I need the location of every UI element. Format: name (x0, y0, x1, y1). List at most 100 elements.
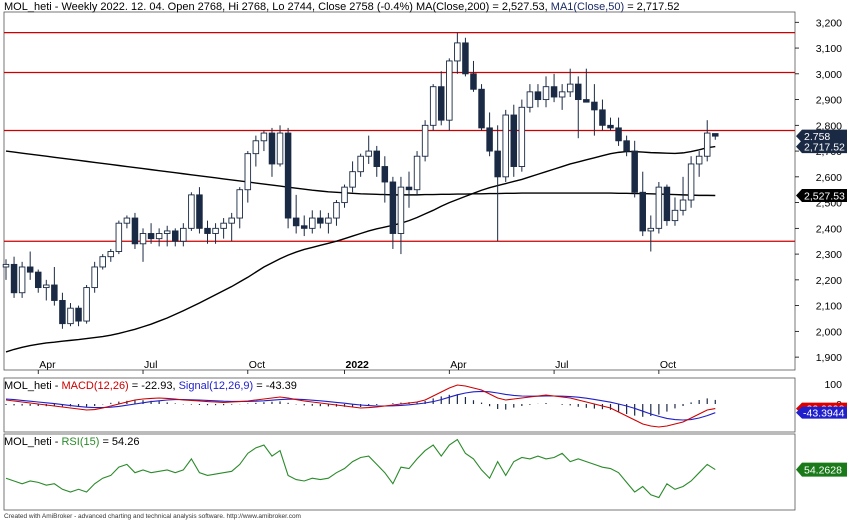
price-y-tick-label: 1,900 (816, 352, 842, 364)
candle (703, 120, 711, 162)
candle-body-up (188, 194, 195, 229)
candle (59, 292, 66, 329)
candle (236, 187, 243, 229)
candle-body-up (558, 91, 566, 98)
candle (34, 269, 42, 293)
time-tick-label: Apr (39, 359, 56, 371)
candle (413, 151, 421, 195)
candle-body-up (671, 209, 679, 222)
rsi-line (5, 438, 716, 499)
candle (107, 248, 115, 262)
candle-body-up (212, 227, 219, 234)
candle (180, 223, 187, 247)
candle-body-down (34, 271, 42, 289)
candle (526, 84, 534, 113)
candle (67, 303, 74, 327)
candle-body-down (575, 83, 582, 101)
candle-body-down (284, 132, 292, 219)
candle-body-down (583, 99, 590, 103)
candle (446, 58, 453, 131)
candle-body-down (494, 150, 501, 178)
footer-credit: Created with AmiBroker - advanced charti… (4, 513, 301, 520)
candle (139, 228, 147, 262)
price-y-tick-label: 3,100 (816, 43, 842, 55)
candle (518, 99, 526, 172)
candle (51, 266, 58, 306)
candle-body-down (381, 166, 389, 183)
candle (542, 76, 550, 108)
candle-body-down (486, 127, 493, 152)
candle (583, 68, 590, 103)
candle-body-up (260, 132, 268, 142)
candle-body-up (526, 91, 534, 108)
candle (123, 215, 131, 229)
candle (599, 99, 606, 131)
candle (695, 151, 703, 177)
macd-y-tick-label: 100 (824, 379, 842, 391)
candle (276, 125, 284, 167)
candle-body-down (437, 86, 445, 121)
candle (292, 194, 300, 234)
candle-body-down (147, 233, 155, 240)
candle (228, 212, 235, 242)
price-y-tick-label: 2,000 (816, 326, 842, 338)
candle (373, 145, 381, 177)
candle (437, 71, 445, 126)
candle-body-up (502, 114, 509, 178)
macd-pane-title: MOL_heti - MACD(12,26) = -22.93, Signal(… (4, 380, 297, 392)
price-y-tick-label: 2,900 (816, 95, 842, 107)
candle-body-down (389, 181, 397, 234)
candle-body-up (220, 222, 227, 229)
candle-body-down (591, 101, 598, 111)
price-y-tick-label: 2,200 (816, 275, 842, 287)
candle-body-down (550, 86, 558, 98)
candle-body-down (131, 217, 139, 245)
candle (99, 254, 106, 270)
candle (43, 279, 50, 301)
candle-body-down (373, 150, 381, 167)
candle-body-up (155, 233, 163, 240)
candle (147, 223, 155, 244)
candle (462, 37, 469, 77)
time-tick-label: 2022 (346, 359, 370, 371)
candle-body-down (10, 263, 18, 294)
macd-lines (5, 384, 716, 428)
candle-body-down (663, 186, 671, 222)
candle-body-up (413, 155, 421, 191)
ma50-line-group (5, 145, 716, 353)
candle (687, 156, 695, 208)
candle (486, 112, 493, 157)
candle (389, 176, 397, 249)
candle-body-down (317, 217, 324, 224)
candle (155, 228, 163, 247)
rsi-tags: 54.2628 (796, 462, 847, 477)
candle-body-down (292, 217, 300, 227)
candle (115, 220, 123, 255)
candle-body-down (204, 227, 211, 234)
macd-signal-line (5, 390, 716, 421)
candle-body-down (268, 132, 276, 165)
candle (566, 68, 574, 97)
candle (429, 84, 437, 131)
candle (212, 223, 219, 244)
ma50-line (5, 145, 716, 353)
candle (421, 120, 429, 162)
candle (712, 133, 719, 140)
candle (607, 117, 614, 131)
candle (26, 251, 34, 280)
macd-tag-box (796, 406, 847, 419)
candle-body-down (172, 230, 179, 242)
candle-body-up (703, 132, 711, 157)
candle-body-down (534, 91, 542, 101)
candle (2, 259, 10, 280)
rsi-tag-box (796, 462, 847, 477)
candle-body-down (300, 225, 308, 229)
macd-tags: -22.9298-43.3944 (796, 402, 847, 420)
candle (591, 84, 598, 136)
candle-body-up (349, 171, 356, 188)
candle (325, 212, 332, 234)
candle (220, 218, 227, 239)
price-y-tick-label: 3,000 (816, 69, 842, 81)
